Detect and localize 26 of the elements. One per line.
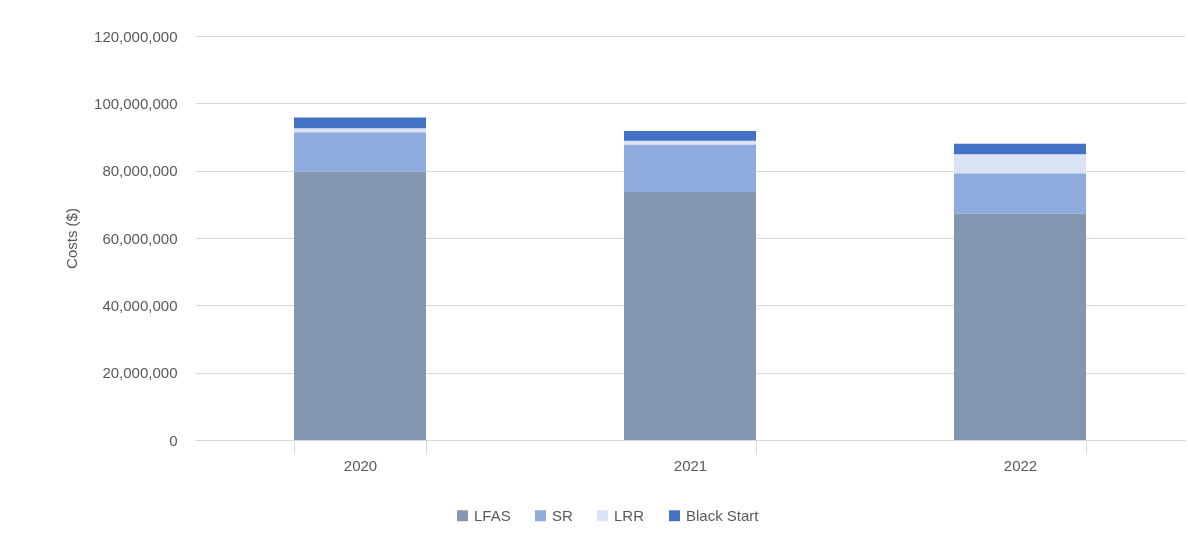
legend-label: LFAS	[474, 506, 511, 524]
y-tick-label: 40,000,000	[102, 296, 178, 314]
y-tick-label: 20,000,000	[102, 364, 178, 382]
bar	[294, 171, 426, 440]
bar	[954, 154, 1086, 174]
bar	[294, 128, 426, 133]
legend-label: Black Start	[686, 506, 760, 524]
bar	[624, 130, 756, 141]
legend-label: LRR	[614, 506, 645, 524]
x-tick-label: 2020	[343, 456, 378, 474]
bar	[624, 144, 756, 192]
bar	[294, 117, 426, 129]
bar	[954, 143, 1086, 155]
bar	[954, 213, 1086, 440]
y-tick-label: 100,000,000	[94, 94, 178, 112]
y-tick-label: 120,000,000	[94, 27, 178, 45]
bar	[624, 191, 756, 440]
y-tick-label: 60,000,000	[102, 229, 178, 247]
y-tick-label: 80,000,000	[102, 162, 178, 180]
legend-label: SR	[552, 506, 573, 524]
y-tick-label: 0	[169, 431, 178, 449]
bar	[954, 173, 1086, 214]
bar	[294, 132, 426, 172]
y-axis-title: Costs ($)	[63, 208, 81, 269]
x-tick-label: 2022	[1003, 456, 1038, 474]
x-tick-label: 2021	[673, 456, 708, 474]
